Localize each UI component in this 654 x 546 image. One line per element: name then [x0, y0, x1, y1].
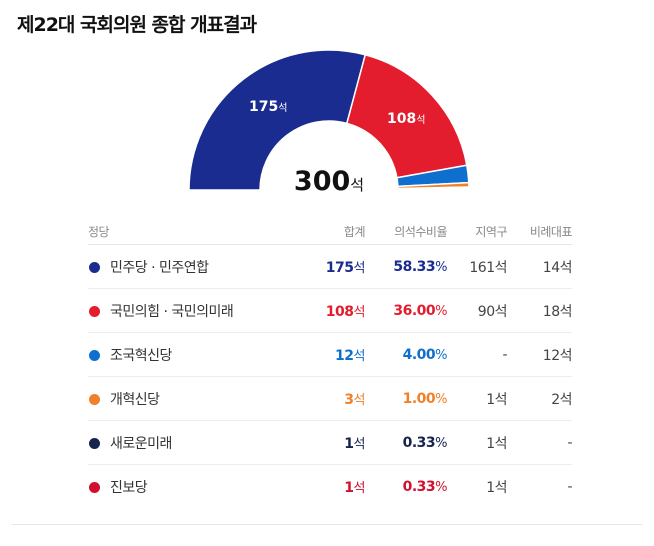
total-seats-unit: 석 — [350, 176, 365, 194]
party-name-separator: · — [147, 259, 159, 276]
seat-label-ppp-unit: 석 — [416, 115, 426, 126]
table-row: 조국혁신당 12석 4.00% - 12석 — [88, 332, 573, 377]
table-row: 민주당 · 민주연합 175석 58.33% 161석 14석 — [88, 244, 573, 289]
party-name-secondary: 국민의미래 — [171, 303, 234, 320]
seat-total-value: 12 — [335, 348, 354, 364]
seat-label-ppp-value: 108 — [387, 111, 417, 127]
seat-ratio-unit: % — [435, 435, 447, 451]
seat-ratio: 4.00% — [365, 332, 447, 377]
seat-total: 12석 — [298, 332, 366, 377]
results-header-row: 정당 합계 의석수비율 지역구 비례대표 — [88, 218, 573, 245]
seat-ratio-value: 0.33 — [402, 478, 436, 495]
header-district: 지역구 — [447, 218, 508, 245]
district-seats: 1석 — [447, 376, 508, 421]
seat-label-minjoo: 175석 — [249, 99, 287, 115]
seat-ratio: 1.00% — [365, 376, 447, 421]
party-color-dot — [89, 305, 100, 317]
seat-ratio: 58.33% — [365, 244, 447, 289]
seat-ratio-value: 4.00 — [402, 346, 436, 363]
seat-ratio-value: 36.00 — [393, 302, 436, 319]
seat-label-ppp: 108석 — [387, 111, 425, 127]
proportional-seats: - — [567, 478, 572, 495]
party-color-dot — [89, 261, 100, 273]
proportional-seats: 14석 — [507, 244, 573, 289]
seat-ratio-value: 58.33 — [393, 258, 436, 275]
seat-total-value: 175 — [325, 260, 354, 276]
party-color-dot — [89, 349, 100, 361]
page-title: 제22대 국회의원 종합 개표결과 — [17, 14, 257, 36]
header-ratio: 의석수비율 — [365, 218, 448, 245]
seat-ratio: 0.33% — [365, 465, 448, 509]
seat-total: 1석 — [298, 465, 365, 509]
party-color-dot — [89, 393, 100, 405]
proportional-seats: 12석 — [507, 332, 573, 377]
proportional-seats: - — [507, 420, 573, 465]
seat-total-unit: 석 — [353, 393, 366, 408]
table-row: 국민의힘 · 국민의미래 108석 36.00% 90석 18석 — [88, 288, 573, 333]
party-cell: 개혁신당 — [88, 376, 298, 421]
seat-total-unit: 석 — [353, 305, 366, 320]
seat-total-unit: 석 — [353, 481, 366, 496]
table-row: 새로운미래 1석 0.33% 1석 - — [88, 420, 573, 465]
district-seats: 90석 — [447, 288, 508, 333]
proportional-seats: 2석 — [507, 376, 573, 421]
seat-slice-progressive — [397, 187, 470, 191]
seat-total-value: 108 — [325, 304, 354, 320]
seat-ratio-unit: % — [435, 347, 447, 363]
party-color-dot — [89, 437, 100, 449]
header-proportional: 비례대표 — [507, 218, 573, 245]
seat-ratio-value: 0.33 — [402, 434, 436, 451]
party-name: 국민의힘 — [110, 303, 160, 320]
party-cell: 국민의힘 · 국민의미래 — [88, 288, 298, 333]
seat-ratio: 36.00% — [365, 288, 447, 333]
seat-chart — [188, 49, 470, 191]
table-row: 진보당 1석 0.33% 1석 - — [88, 465, 573, 509]
seat-total-value: 3 — [344, 392, 354, 408]
party-name: 민주당 — [110, 259, 148, 276]
party-name: 개혁신당 — [110, 391, 160, 408]
seat-ratio-unit: % — [435, 479, 447, 495]
party-name: 조국혁신당 — [110, 347, 172, 364]
party-name-secondary: 민주연합 — [159, 259, 209, 276]
total-seats: 300석 — [229, 166, 429, 197]
seat-total-unit: 석 — [353, 261, 366, 276]
seat-ratio-unit: % — [435, 391, 447, 407]
seat-ratio-unit: % — [435, 259, 447, 275]
party-cell: 민주당 · 민주연합 — [88, 244, 298, 289]
seat-slice-ppp — [345, 53, 468, 179]
seat-ratio: 0.33% — [365, 420, 447, 465]
total-seats-value: 300 — [293, 166, 351, 197]
district-seats: 1석 — [447, 420, 508, 465]
party-color-dot — [89, 481, 100, 493]
seat-label-minjoo-value: 175 — [249, 99, 279, 115]
seat-label-minjoo-unit: 석 — [278, 103, 288, 114]
district-seats: 161석 — [447, 244, 508, 289]
district-seats: 1석 — [486, 479, 507, 496]
seat-total: 1석 — [298, 420, 366, 465]
seat-total: 175석 — [298, 244, 366, 289]
seat-total: 3석 — [298, 376, 366, 421]
party-cell: 진보당 — [88, 465, 298, 509]
seat-slice-minjoo — [188, 49, 367, 191]
seat-ratio-value: 1.00 — [402, 390, 436, 407]
seat-ratio-unit: % — [435, 303, 447, 319]
party-name-separator: · — [159, 303, 172, 320]
district-seats: - — [447, 332, 508, 377]
header-total: 합계 — [298, 218, 366, 245]
bottom-divider — [12, 524, 642, 525]
proportional-seats: 18석 — [507, 288, 573, 333]
seat-total-value: 1 — [344, 480, 354, 496]
party-name: 새로운미래 — [110, 435, 172, 452]
header-party: 정당 — [88, 218, 298, 245]
party-cell: 조국혁신당 — [88, 332, 298, 377]
results-table: 정당 합계 의석수비율 지역구 비례대표 민주당 · 민주연합 175석 58.… — [88, 218, 573, 509]
seat-total-unit: 석 — [353, 349, 366, 364]
seat-total: 108석 — [298, 288, 366, 333]
seat-total-value: 1 — [344, 436, 354, 452]
party-cell: 새로운미래 — [88, 420, 298, 465]
party-name: 진보당 — [110, 479, 148, 496]
seat-total-unit: 석 — [353, 437, 366, 452]
table-row: 개혁신당 3석 1.00% 1석 2석 — [88, 376, 573, 421]
